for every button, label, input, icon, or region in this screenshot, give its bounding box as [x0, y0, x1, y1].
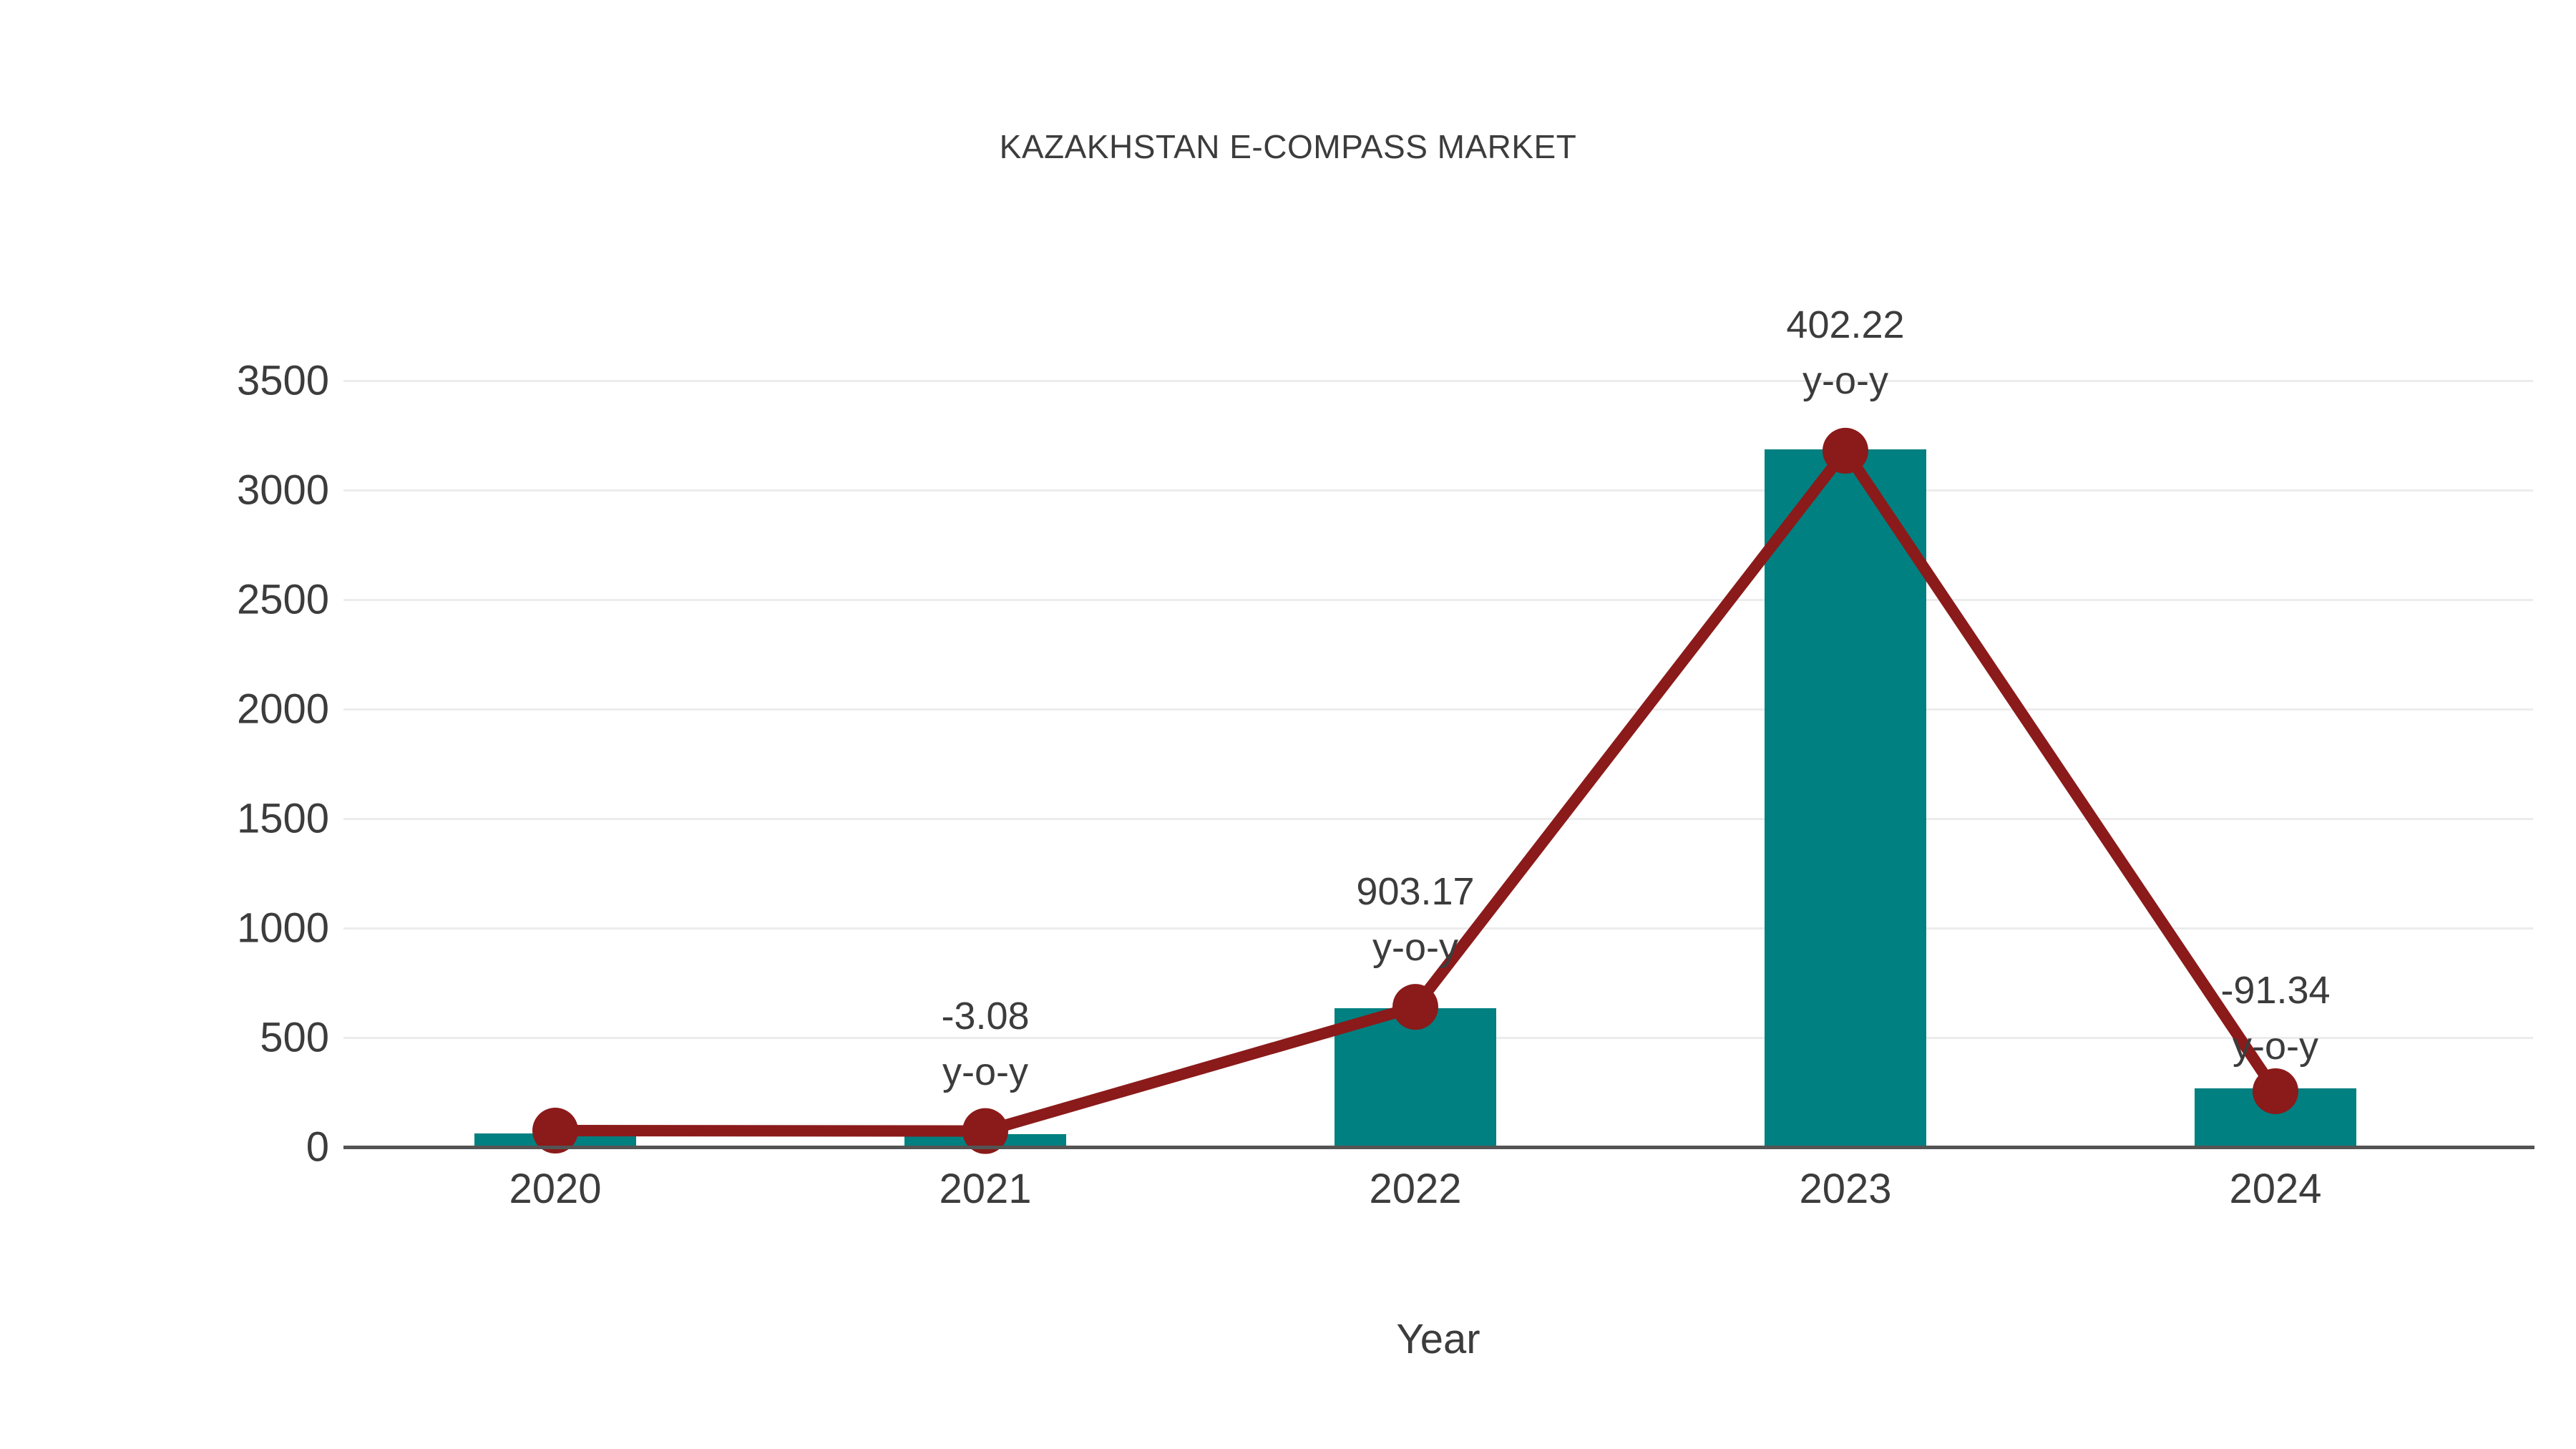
x-axis-title: Year	[1396, 1316, 1480, 1362]
gridline	[343, 818, 2533, 820]
y-tick-label: 1000	[236, 904, 329, 952]
y-tick-label: 3500	[236, 357, 329, 404]
y-tick-label: 2500	[236, 576, 329, 623]
x-tick-label-2021: 2021	[939, 1166, 1032, 1212]
gridline	[343, 927, 2533, 930]
gridline	[343, 489, 2533, 492]
gridline	[343, 708, 2533, 711]
marker-2020	[532, 1108, 578, 1154]
marker-2022	[1392, 984, 1438, 1030]
yoy-markers	[532, 427, 2298, 1154]
x-tick-label-2024: 2024	[2229, 1166, 2322, 1212]
gridline	[343, 380, 2533, 382]
y-tick-label: 1500	[236, 795, 329, 842]
x-tick-label-2023: 2023	[1799, 1166, 1892, 1212]
chart-title: KAZAKHSTAN E-COMPASS MARKET	[999, 128, 1577, 165]
x-tick-label-2022: 2022	[1369, 1166, 1462, 1212]
y-tick-label: 0	[306, 1123, 329, 1171]
y-tick-label: 500	[260, 1014, 329, 1061]
bar-2023	[1765, 449, 1926, 1147]
gridline	[343, 599, 2533, 601]
marker-2021	[962, 1108, 1008, 1154]
x-tick-label-2020: 2020	[509, 1166, 602, 1212]
y-tick-label: 2000	[236, 686, 329, 733]
bar-2022	[1335, 1008, 1496, 1147]
y-tick-label: 3000	[236, 467, 329, 514]
marker-2023	[1823, 427, 1868, 474]
x-axis-line	[343, 1146, 2534, 1149]
marker-2024	[2253, 1068, 2298, 1114]
